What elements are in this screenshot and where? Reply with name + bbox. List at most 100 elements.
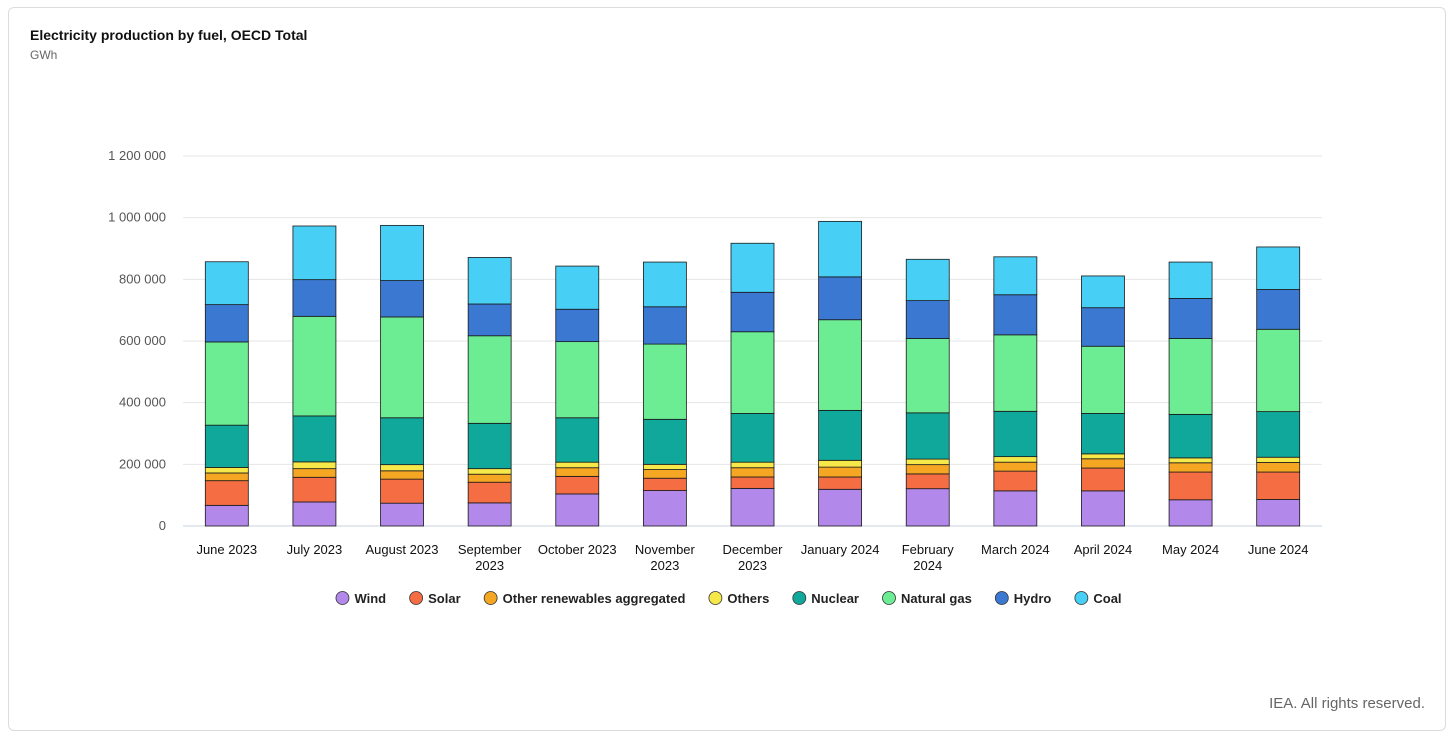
bar-segment-others[interactable] [204,467,249,474]
bar-segment-other-renewables-aggregated[interactable] [905,464,950,475]
bar-segment-natural-gas[interactable] [292,315,337,417]
bar-segment-wind[interactable] [204,504,249,527]
bar-segment-nuclear[interactable] [204,424,249,468]
bar-segment-natural-gas[interactable] [380,316,424,419]
bar-segment-coal[interactable] [467,257,512,305]
bar-segment-solar[interactable] [1168,471,1213,501]
bar-segment-natural-gas[interactable] [555,341,600,419]
bar-segment-solar[interactable] [467,481,512,504]
bar-segment-nuclear[interactable] [642,418,687,465]
bar-segment-nuclear[interactable] [905,412,950,460]
legend-label[interactable]: Natural gas [901,591,972,606]
legend-label[interactable]: Hydro [1014,591,1052,606]
bar-segment-others[interactable] [1081,453,1125,460]
bar-segment-solar[interactable] [993,470,1038,492]
bar-segment-wind[interactable] [730,487,775,527]
bar-segment-nuclear[interactable] [993,410,1038,458]
bar-segment-wind[interactable] [1168,499,1213,527]
bar-segment-nuclear[interactable] [292,415,337,463]
bar-segment-others[interactable] [1168,457,1213,464]
bar-segment-hydro[interactable] [818,276,863,321]
bar-segment-nuclear[interactable] [555,417,600,463]
bar-segment-other-renewables-aggregated[interactable] [730,467,775,478]
bar-segment-natural-gas[interactable] [642,343,687,420]
bar-segment-coal[interactable] [1081,275,1125,309]
bar-segment-wind[interactable] [1081,490,1125,527]
bar-segment-hydro[interactable] [555,308,600,343]
bar-segment-other-renewables-aggregated[interactable] [467,473,512,483]
legend-label[interactable]: Other renewables aggregated [503,591,686,606]
bar-segment-wind[interactable] [1256,499,1301,527]
bar-segment-other-renewables-aggregated[interactable] [204,472,249,482]
bar-segment-others[interactable] [993,456,1038,463]
bar-segment-solar[interactable] [204,480,249,506]
bar-segment-coal[interactable] [1256,246,1301,290]
bar-segment-other-renewables-aggregated[interactable] [1256,462,1301,473]
bar-segment-solar[interactable] [818,476,863,490]
bar-segment-coal[interactable] [380,224,424,281]
bar-segment-natural-gas[interactable] [730,331,775,414]
bar-segment-wind[interactable] [818,488,863,527]
bar-segment-coal[interactable] [730,242,775,293]
bar-segment-natural-gas[interactable] [204,341,249,426]
bar-segment-nuclear[interactable] [467,422,512,470]
bar-segment-solar[interactable] [380,478,424,504]
bar-segment-hydro[interactable] [905,300,950,339]
bar-segment-nuclear[interactable] [818,409,863,461]
bar-segment-coal[interactable] [993,256,1038,296]
bar-segment-hydro[interactable] [730,291,775,333]
bar-segment-wind[interactable] [993,490,1038,527]
bar-segment-hydro[interactable] [642,306,687,345]
bar-segment-hydro[interactable] [1256,289,1301,330]
bar-segment-other-renewables-aggregated[interactable] [380,470,424,480]
bar-segment-other-renewables-aggregated[interactable] [1081,458,1125,469]
bar-segment-coal[interactable] [818,220,863,278]
bar-segment-hydro[interactable] [1168,298,1213,339]
bar-segment-nuclear[interactable] [1081,413,1125,455]
bar-segment-other-renewables-aggregated[interactable] [993,461,1038,472]
bar-segment-hydro[interactable] [1081,307,1125,347]
bar-segment-nuclear[interactable] [730,413,775,463]
bar-segment-coal[interactable] [642,261,687,308]
legend-label[interactable]: Others [727,591,769,606]
bar-segment-solar[interactable] [555,475,600,495]
bar-segment-other-renewables-aggregated[interactable] [1168,462,1213,473]
bar-segment-solar[interactable] [1256,471,1301,500]
legend-label[interactable]: Solar [428,591,461,606]
bar-segment-wind[interactable] [905,488,950,527]
bar-segment-wind[interactable] [467,502,512,527]
bar-segment-coal[interactable] [555,265,600,310]
bar-segment-other-renewables-aggregated[interactable] [292,468,337,478]
bar-segment-wind[interactable] [642,490,687,527]
bar-segment-solar[interactable] [905,473,950,490]
bar-segment-others[interactable] [818,459,863,468]
bar-segment-hydro[interactable] [993,294,1038,336]
bar-segment-others[interactable] [467,468,512,475]
bar-segment-coal[interactable] [292,225,337,281]
bar-segment-hydro[interactable] [467,303,512,337]
bar-segment-natural-gas[interactable] [818,319,863,411]
bar-segment-natural-gas[interactable] [1081,345,1125,414]
bar-segment-solar[interactable] [1081,467,1125,492]
bar-segment-wind[interactable] [555,493,600,527]
bar-segment-coal[interactable] [204,261,249,306]
legend-label[interactable]: Wind [354,591,386,606]
bar-segment-hydro[interactable] [204,304,249,343]
bar-segment-other-renewables-aggregated[interactable] [818,466,863,478]
bar-segment-others[interactable] [642,463,687,470]
bar-segment-nuclear[interactable] [380,417,424,466]
bar-segment-solar[interactable] [292,476,337,503]
bar-segment-natural-gas[interactable] [993,334,1038,412]
bar-segment-wind[interactable] [380,502,424,527]
legend-label[interactable]: Coal [1093,591,1121,606]
bar-segment-solar[interactable] [642,477,687,491]
bar-segment-nuclear[interactable] [1256,411,1301,458]
bar-segment-others[interactable] [380,464,424,472]
bar-segment-hydro[interactable] [380,280,424,318]
bar-segment-natural-gas[interactable] [1168,338,1213,415]
legend-label[interactable]: Nuclear [811,591,859,606]
bar-segment-others[interactable] [555,461,600,469]
bar-segment-others[interactable] [730,461,775,469]
bar-segment-other-renewables-aggregated[interactable] [642,469,687,479]
bar-segment-wind[interactable] [292,501,337,527]
